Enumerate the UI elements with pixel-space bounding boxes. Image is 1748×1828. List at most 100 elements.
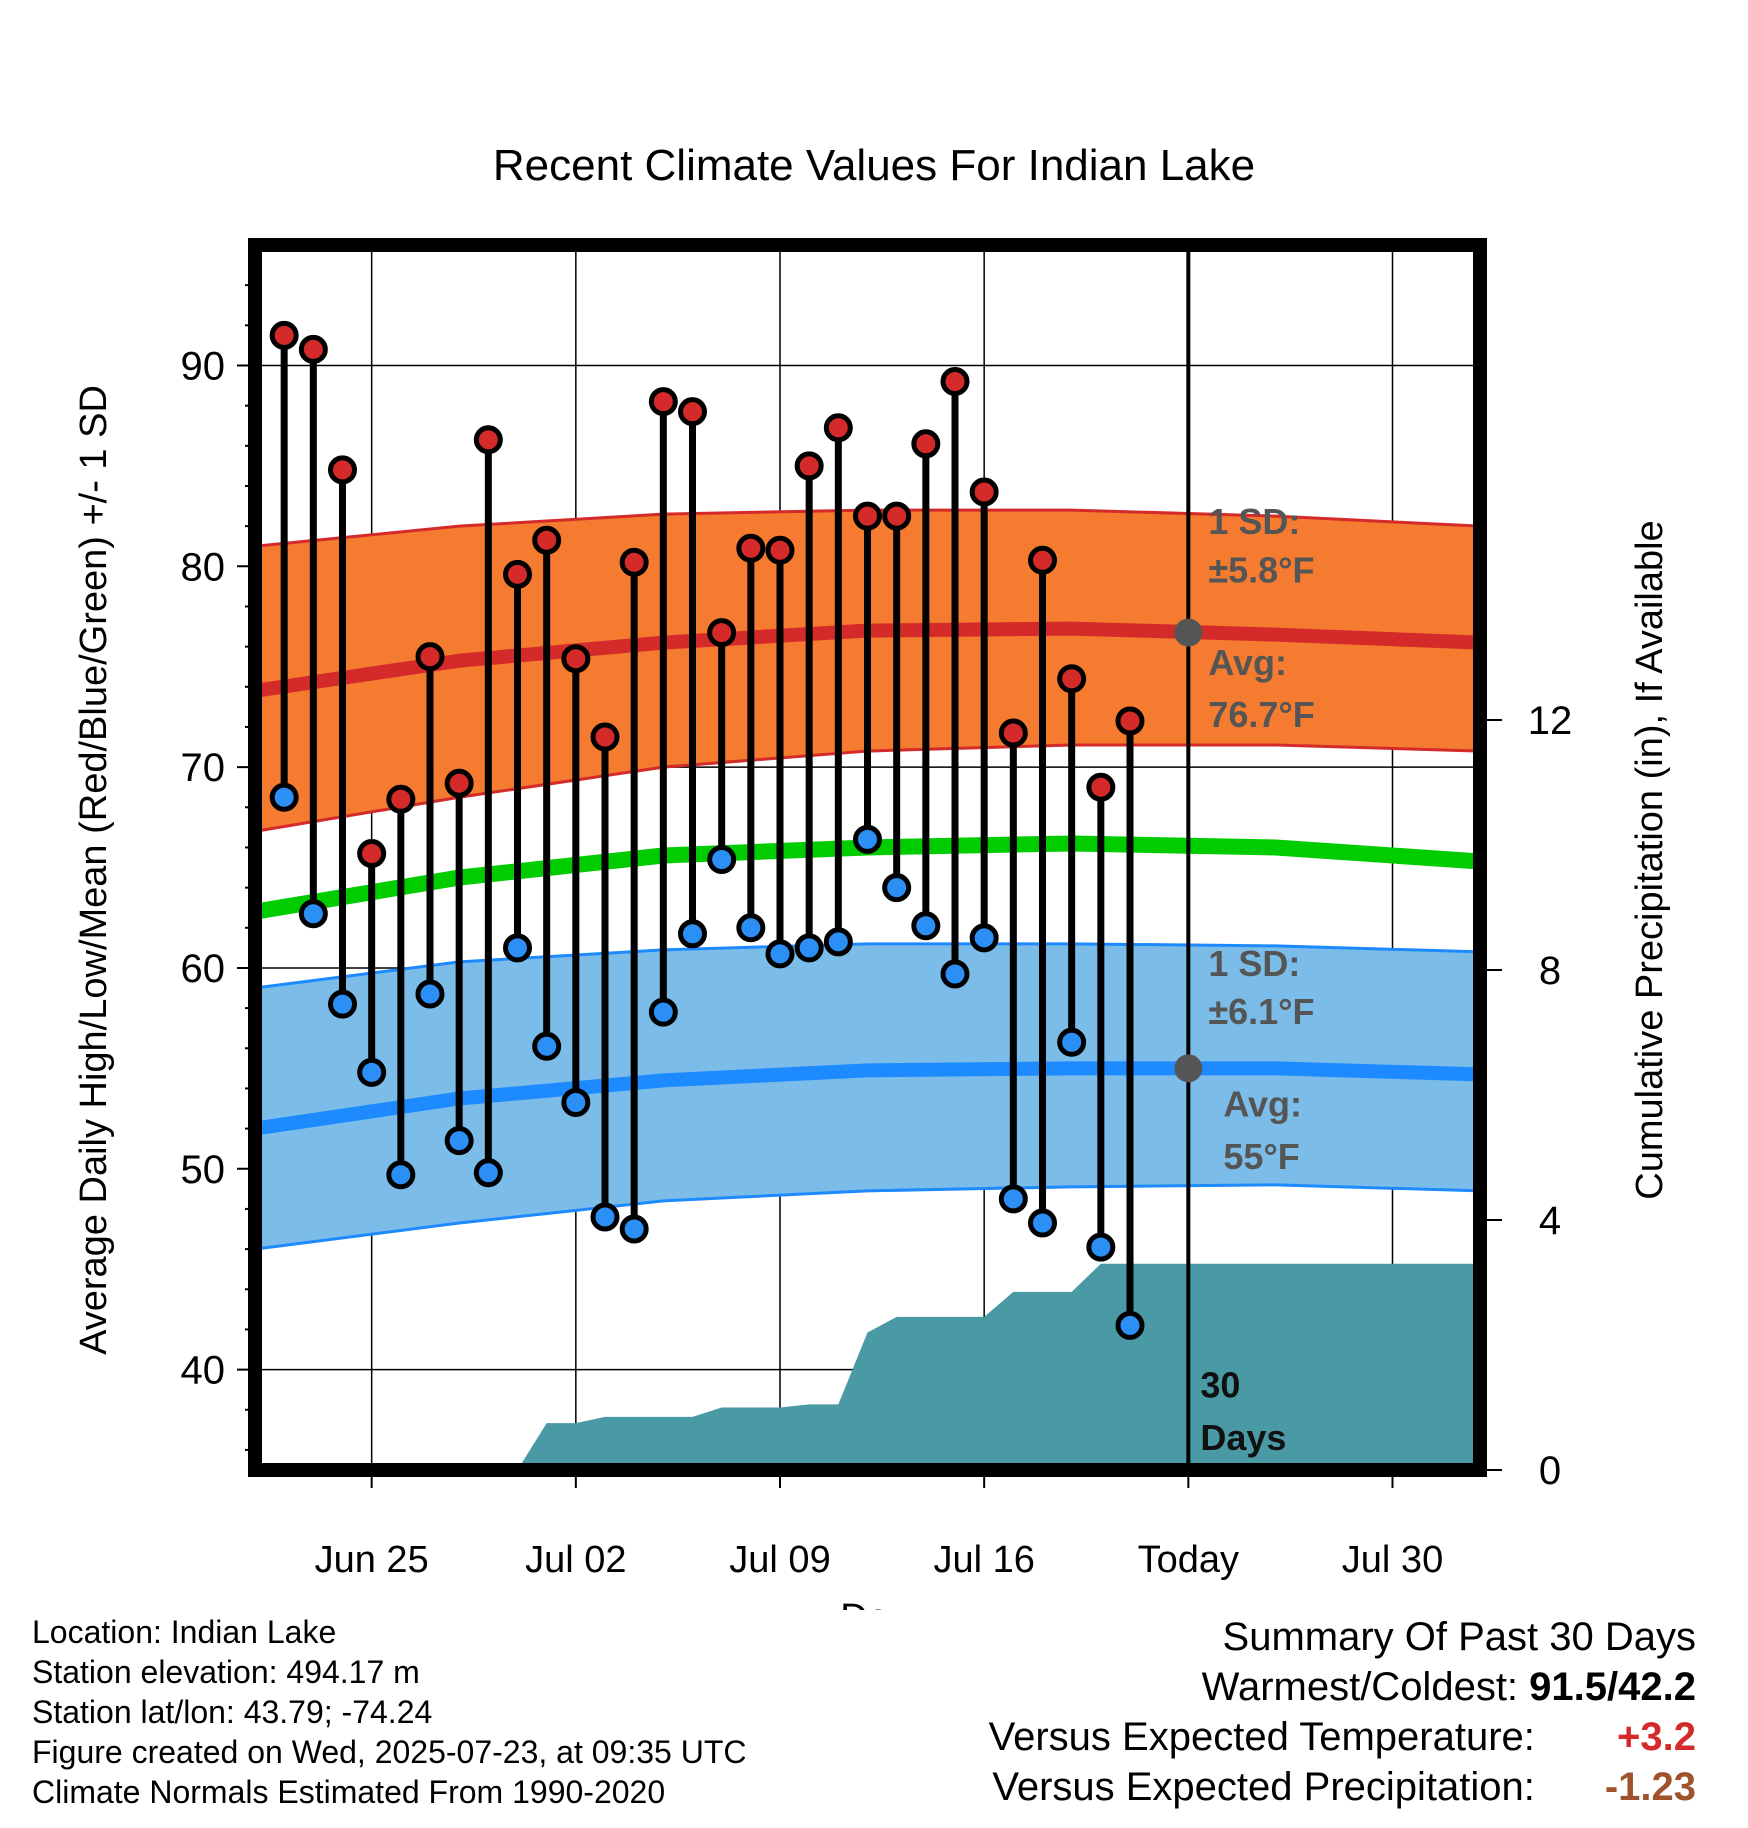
- period-label-unit: Days: [1200, 1417, 1286, 1458]
- y-tick-label: 40: [181, 1349, 226, 1393]
- daily-low-point: [1057, 1027, 1087, 1057]
- daily-low-point: [882, 873, 912, 903]
- daily-low-point: [853, 824, 882, 854]
- plot-area: 1 SD: ±5.8°F Avg: 76.7°F 1 SD: ±6.1°F Avg: 55°F…: [181, 238, 1573, 1581]
- daily-high-point: [911, 429, 941, 459]
- daily-low-point: [969, 923, 999, 953]
- daily-low-point: [1115, 1310, 1145, 1340]
- daily-low-point: [648, 997, 678, 1027]
- temp-value: +3.2: [1617, 1715, 1696, 1759]
- daily-high-point: [1057, 664, 1087, 694]
- y-axis-label: Average Daily High/Low/Mean (Red/Blue/Gr…: [73, 385, 115, 1355]
- daily-low-point: [1086, 1232, 1116, 1262]
- summary-warmest-coldest: Warmest/Coldest: 91.5/42.2: [989, 1662, 1696, 1712]
- y2-tick-label: 8: [1539, 949, 1561, 993]
- climate-chart: Recent Climate Values For Indian Lake 1 …: [73, 141, 1671, 1610]
- x-tick-label: Jul 16: [933, 1539, 1034, 1581]
- normals-text: Climate Normals Estimated From 1990-2020: [32, 1774, 666, 1810]
- x-tick-label: Jul 09: [729, 1539, 830, 1581]
- precipitation-area: [284, 1263, 1481, 1470]
- low-sd-band: [255, 943, 1480, 1250]
- daily-low-point: [619, 1214, 649, 1244]
- x-tick-label: Jul 02: [525, 1539, 626, 1581]
- daily-high-point: [678, 397, 707, 427]
- daily-high-point: [561, 644, 591, 674]
- daily-high-point: [765, 535, 795, 565]
- daily-high-point: [1028, 545, 1057, 575]
- daily-high-point: [444, 768, 474, 798]
- daily-high-point: [357, 838, 387, 868]
- daily-high-point: [532, 525, 562, 555]
- daily-high-point: [998, 718, 1028, 748]
- daily-low-point: [765, 939, 795, 969]
- created-text: Figure created on Wed, 2025-07-23, at 09…: [32, 1734, 747, 1770]
- y2-tick-label: 0: [1539, 1449, 1561, 1493]
- daily-high-point: [269, 320, 299, 350]
- daily-low-point: [707, 845, 737, 875]
- today-low-normal-marker: [1174, 1054, 1203, 1083]
- precip-label: Versus Expected Precipitation:: [992, 1765, 1535, 1809]
- y2-tick-label: 4: [1539, 1199, 1561, 1243]
- daily-low-point: [1028, 1208, 1057, 1238]
- daily-low-point: [532, 1031, 562, 1061]
- daily-high-point: [328, 455, 357, 485]
- daily-high-point: [415, 642, 445, 672]
- daily-high-point: [794, 451, 824, 481]
- daily-low-point: [444, 1126, 474, 1156]
- y-tick-label: 50: [181, 1148, 226, 1192]
- chart-title: Recent Climate Values For Indian Lake: [493, 141, 1255, 190]
- today-high-normal-marker: [1174, 618, 1203, 647]
- summary-panel: Summary Of Past 30 Days Warmest/Coldest:…: [989, 1612, 1696, 1812]
- daily-low-point: [357, 1057, 387, 1087]
- y2-axis-label: Cumulative Precipitation (in), If Availa…: [1629, 520, 1671, 1199]
- x-axis-label: Day: [840, 1597, 908, 1610]
- axis-labels: Day Average Daily High/Low/Mean (Red/Blu…: [73, 385, 1671, 1610]
- y-tick-label: 60: [181, 947, 226, 991]
- daily-high-point: [298, 334, 328, 364]
- period-label-number: 30: [1200, 1365, 1240, 1406]
- y2-tick-label: 12: [1528, 699, 1573, 743]
- x-tick-label: Jul 30: [1342, 1539, 1443, 1581]
- warmest-coldest-value: 91.5/42.2: [1529, 1665, 1696, 1709]
- location-text: Location: Indian Lake: [32, 1614, 337, 1650]
- daily-high-point: [823, 413, 853, 443]
- summary-temperature: Versus Expected Temperature: +3.2: [989, 1712, 1696, 1762]
- daily-high-point: [1115, 706, 1145, 736]
- daily-high-point: [648, 387, 678, 417]
- low-sd-lower-line: [254, 1183, 1481, 1251]
- daily-high-point: [736, 533, 766, 563]
- daily-high-point: [619, 547, 649, 577]
- daily-high-point: [1086, 772, 1116, 802]
- high-sd-value: ±5.8°F: [1208, 549, 1314, 590]
- latlon-text: Station lat/lon: 43.79; -74.24: [32, 1694, 433, 1730]
- elevation-text: Station elevation: 494.17 m: [32, 1654, 420, 1690]
- daily-low-point: [736, 913, 766, 943]
- daily-high-point: [969, 477, 999, 507]
- x-tick-label: Today: [1138, 1539, 1239, 1581]
- plot-frame: [248, 238, 1487, 1477]
- daily-low-point: [503, 933, 532, 963]
- station-info: Location: Indian Lake Station elevation:…: [32, 1612, 746, 1812]
- x-tick-label: Jun 25: [315, 1539, 429, 1581]
- high-avg-value: 76.7°F: [1208, 694, 1314, 735]
- daily-low-point: [561, 1088, 591, 1117]
- y-tick-label: 80: [181, 545, 226, 589]
- daily-low-point: [328, 989, 357, 1019]
- daily-high-point: [882, 501, 912, 531]
- temp-label: Versus Expected Temperature:: [988, 1715, 1535, 1759]
- high-sd-label: 1 SD:: [1208, 501, 1300, 542]
- daily-low-point: [473, 1158, 503, 1188]
- daily-low-point: [823, 927, 853, 957]
- daily-high-point: [853, 501, 882, 531]
- daily-low-point: [590, 1202, 620, 1232]
- precip-value: -1.23: [1604, 1765, 1696, 1809]
- daily-low-point: [269, 782, 299, 812]
- daily-low-point: [386, 1160, 416, 1190]
- daily-low-point: [794, 933, 824, 963]
- high-avg-label: Avg:: [1208, 642, 1287, 683]
- daily-low-point: [911, 911, 941, 941]
- daily-low-point: [678, 919, 707, 949]
- daily-high-point: [503, 559, 532, 589]
- warmest-coldest-label: Warmest/Coldest:: [1201, 1665, 1519, 1709]
- daily-high-point: [590, 722, 620, 752]
